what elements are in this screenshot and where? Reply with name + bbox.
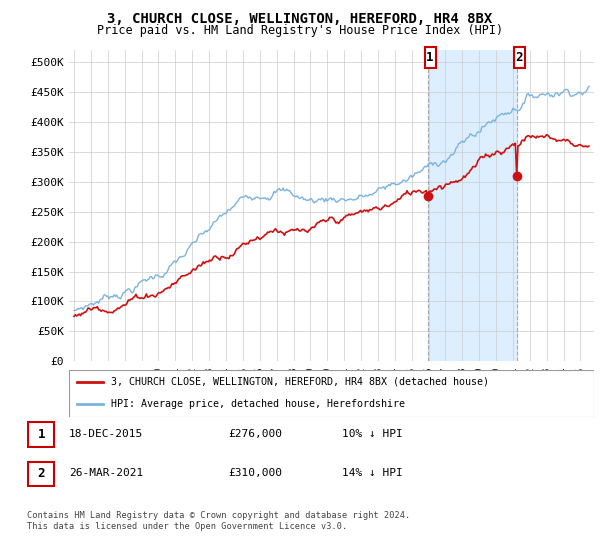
Text: 1: 1	[427, 52, 434, 64]
Text: 1: 1	[38, 428, 45, 441]
Text: £276,000: £276,000	[228, 429, 282, 439]
FancyBboxPatch shape	[28, 422, 55, 447]
Text: HPI: Average price, detached house, Herefordshire: HPI: Average price, detached house, Here…	[111, 399, 405, 409]
Text: Contains HM Land Registry data © Crown copyright and database right 2024.: Contains HM Land Registry data © Crown c…	[27, 511, 410, 520]
FancyBboxPatch shape	[28, 461, 55, 486]
Bar	[428, 50, 517, 361]
Text: 10% ↓ HPI: 10% ↓ HPI	[342, 429, 403, 439]
Text: 18-DEC-2015: 18-DEC-2015	[69, 429, 143, 439]
Text: 14% ↓ HPI: 14% ↓ HPI	[342, 468, 403, 478]
Bar	[425, 48, 436, 68]
Text: 3, CHURCH CLOSE, WELLINGTON, HEREFORD, HR4 8BX (detached house): 3, CHURCH CLOSE, WELLINGTON, HEREFORD, H…	[111, 376, 489, 386]
Text: 26-MAR-2021: 26-MAR-2021	[69, 468, 143, 478]
Bar	[514, 48, 524, 68]
FancyBboxPatch shape	[69, 370, 594, 417]
Text: 2: 2	[38, 467, 45, 480]
Text: This data is licensed under the Open Government Licence v3.0.: This data is licensed under the Open Gov…	[27, 522, 347, 531]
Text: 2: 2	[515, 52, 523, 64]
Text: Price paid vs. HM Land Registry's House Price Index (HPI): Price paid vs. HM Land Registry's House …	[97, 24, 503, 36]
Text: £310,000: £310,000	[228, 468, 282, 478]
Text: 3, CHURCH CLOSE, WELLINGTON, HEREFORD, HR4 8BX: 3, CHURCH CLOSE, WELLINGTON, HEREFORD, H…	[107, 12, 493, 26]
